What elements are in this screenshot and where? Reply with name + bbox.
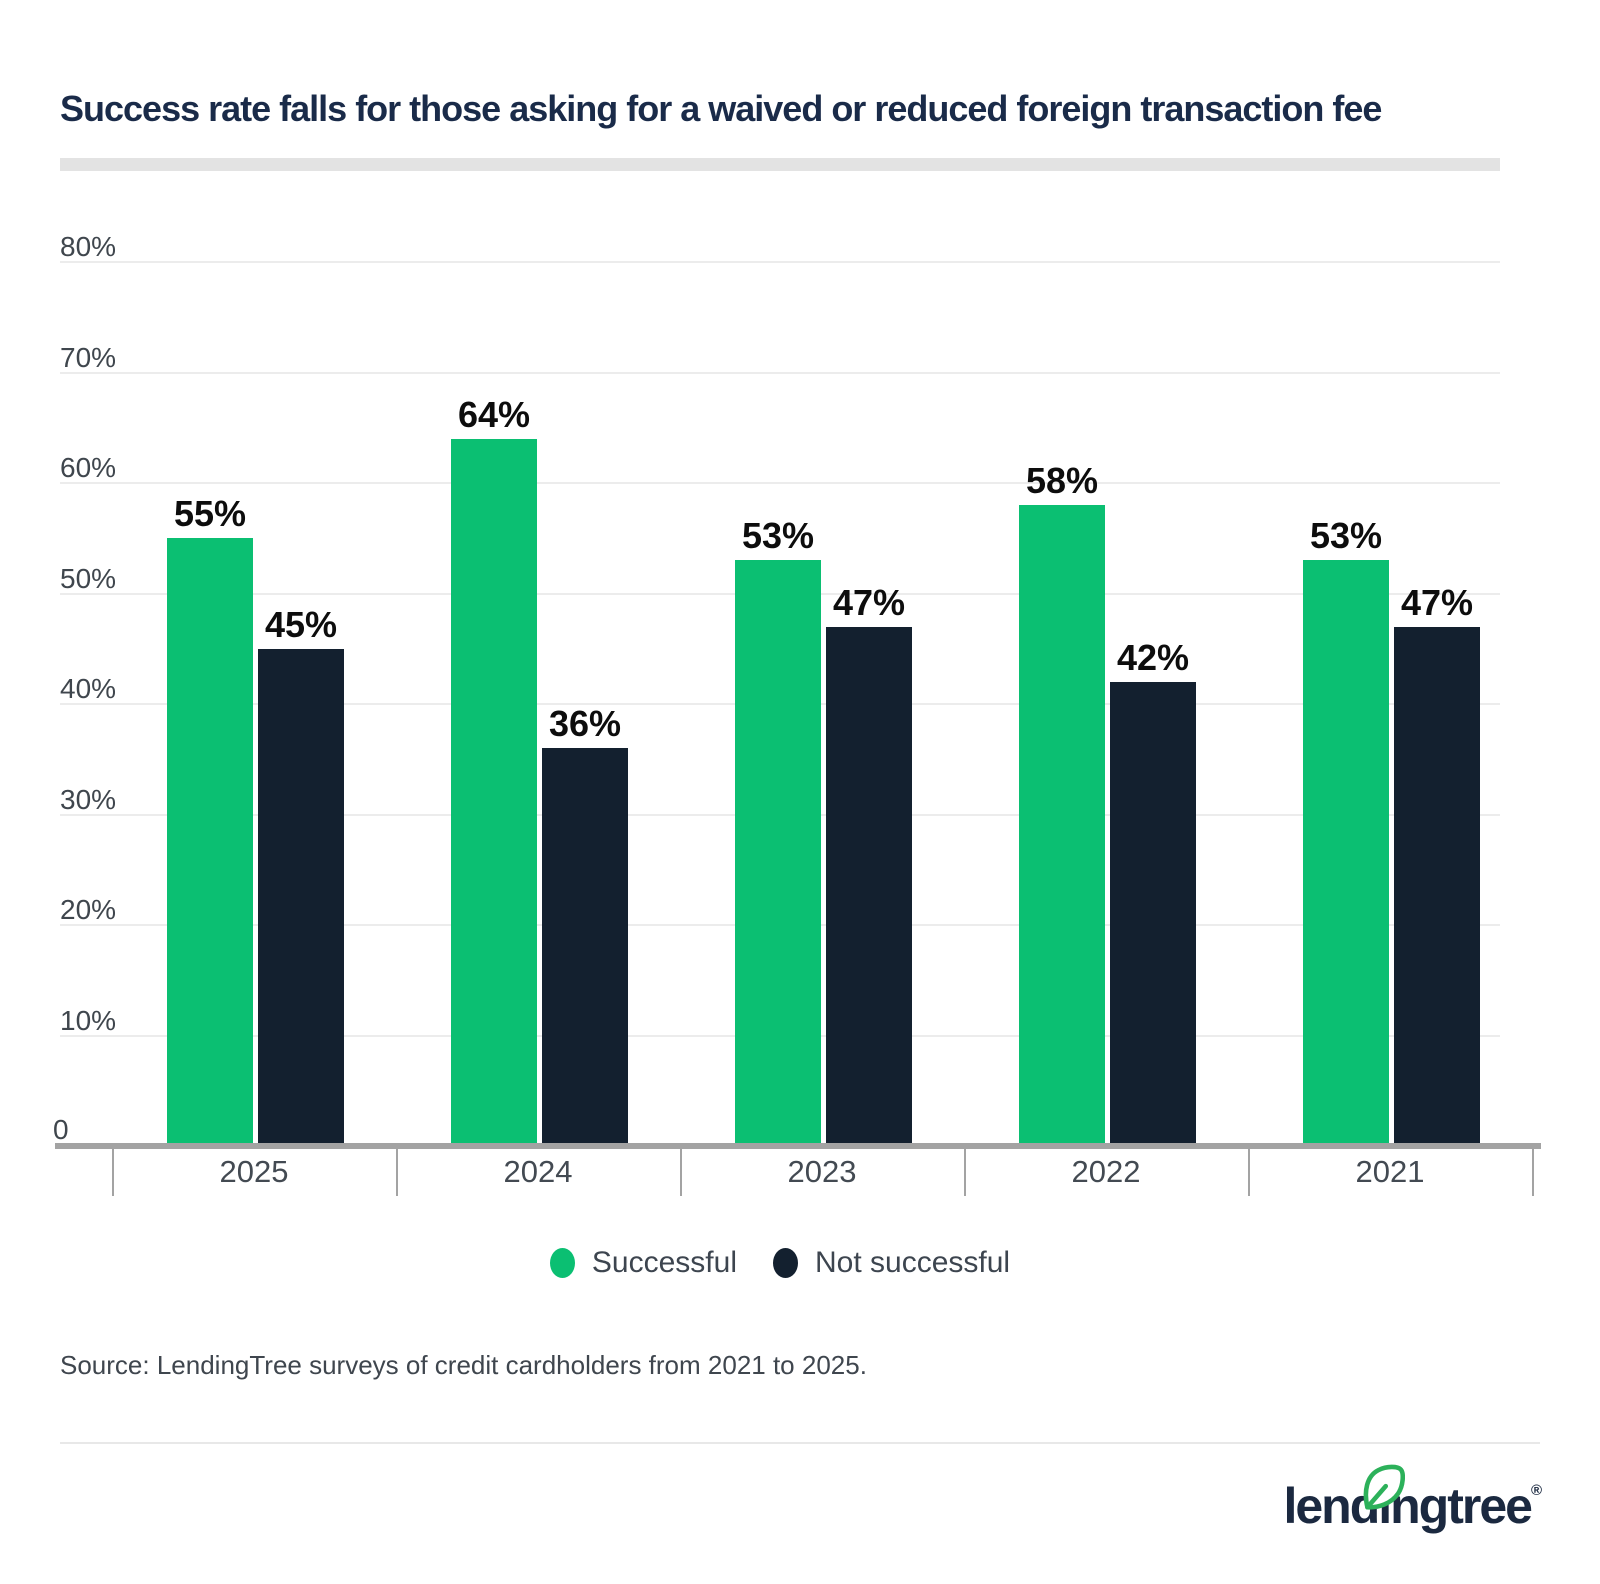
legend-dot-icon xyxy=(773,1248,798,1278)
bar-2022-successful xyxy=(1019,505,1105,1146)
leaf-icon xyxy=(1364,1464,1406,1510)
footer-divider xyxy=(60,1442,1540,1444)
bar-2023-successful xyxy=(735,560,821,1146)
x-tick xyxy=(964,1146,966,1196)
x-axis-label-2023: 2023 xyxy=(787,1154,857,1189)
bar-value-label: 55% xyxy=(173,493,247,535)
bar-value-label: 45% xyxy=(264,603,338,645)
chart-title: Success rate falls for those asking for … xyxy=(60,88,1382,129)
gridline-60 xyxy=(60,482,1500,484)
x-tick xyxy=(112,1146,114,1196)
bar-value-label: 53% xyxy=(741,515,815,557)
bar-value-label: 47% xyxy=(832,581,906,623)
x-axis-line xyxy=(55,1143,1541,1149)
legend-label: Not successful xyxy=(815,1246,1011,1279)
x-axis-label-2021: 2021 xyxy=(1355,1154,1425,1189)
gridline-70 xyxy=(60,371,1500,374)
bar-value-label: 58% xyxy=(1025,460,1099,502)
y-axis-label-0: 0 xyxy=(53,1114,69,1145)
bar-2025-successful xyxy=(167,538,253,1146)
y-axis-label-80: 80% xyxy=(60,231,117,262)
bar-2023-not-successful xyxy=(826,626,912,1146)
x-tick xyxy=(680,1146,682,1196)
y-axis-label-60: 60% xyxy=(60,452,117,483)
bar-2024-successful xyxy=(451,438,537,1146)
x-tick xyxy=(396,1146,398,1196)
y-axis-label-70: 70% xyxy=(60,341,117,373)
bar-2022-not-successful xyxy=(1110,681,1196,1146)
legend-label: Successful xyxy=(591,1246,737,1279)
gridline-80 xyxy=(60,261,1500,263)
y-axis-label-40: 40% xyxy=(60,673,117,704)
legend-dot-icon xyxy=(549,1248,575,1278)
bar-value-label: 36% xyxy=(548,703,622,745)
bar-2021-successful xyxy=(1303,560,1389,1146)
x-tick xyxy=(1248,1146,1250,1196)
bar-2025-not-successful xyxy=(258,648,344,1146)
bar-2024-not-successful xyxy=(542,748,628,1146)
logo-wordmark: lendıngtree xyxy=(1283,1478,1532,1534)
bar-2021-not-successful xyxy=(1394,626,1480,1146)
x-tick xyxy=(1532,1146,1534,1196)
bar-value-label: 64% xyxy=(457,393,531,435)
y-axis-label-30: 30% xyxy=(60,783,117,815)
chart-legend: Successful Not successful xyxy=(60,1238,1500,1288)
x-axis-label-2022: 2022 xyxy=(1071,1154,1141,1189)
x-axis-label-2025: 2025 xyxy=(219,1154,289,1189)
lendingtree-logo: lendıngtree® xyxy=(1283,1464,1542,1540)
y-axis-label-10: 10% xyxy=(60,1004,117,1036)
y-axis-label-20: 20% xyxy=(60,894,117,925)
legend-item-not-successful: Not successful xyxy=(773,1246,1010,1280)
registered-mark: ® xyxy=(1530,1482,1542,1499)
bar-value-label: 53% xyxy=(1309,515,1383,557)
source-note: Source: LendingTree surveys of credit ca… xyxy=(60,1350,867,1380)
x-axis-label-2024: 2024 xyxy=(503,1154,573,1189)
legend-item-successful: Successful xyxy=(549,1246,737,1280)
title-underline xyxy=(60,158,1500,171)
bar-value-label: 47% xyxy=(1400,581,1474,623)
y-axis-label-50: 50% xyxy=(60,562,117,594)
bar-value-label: 42% xyxy=(1116,636,1190,678)
